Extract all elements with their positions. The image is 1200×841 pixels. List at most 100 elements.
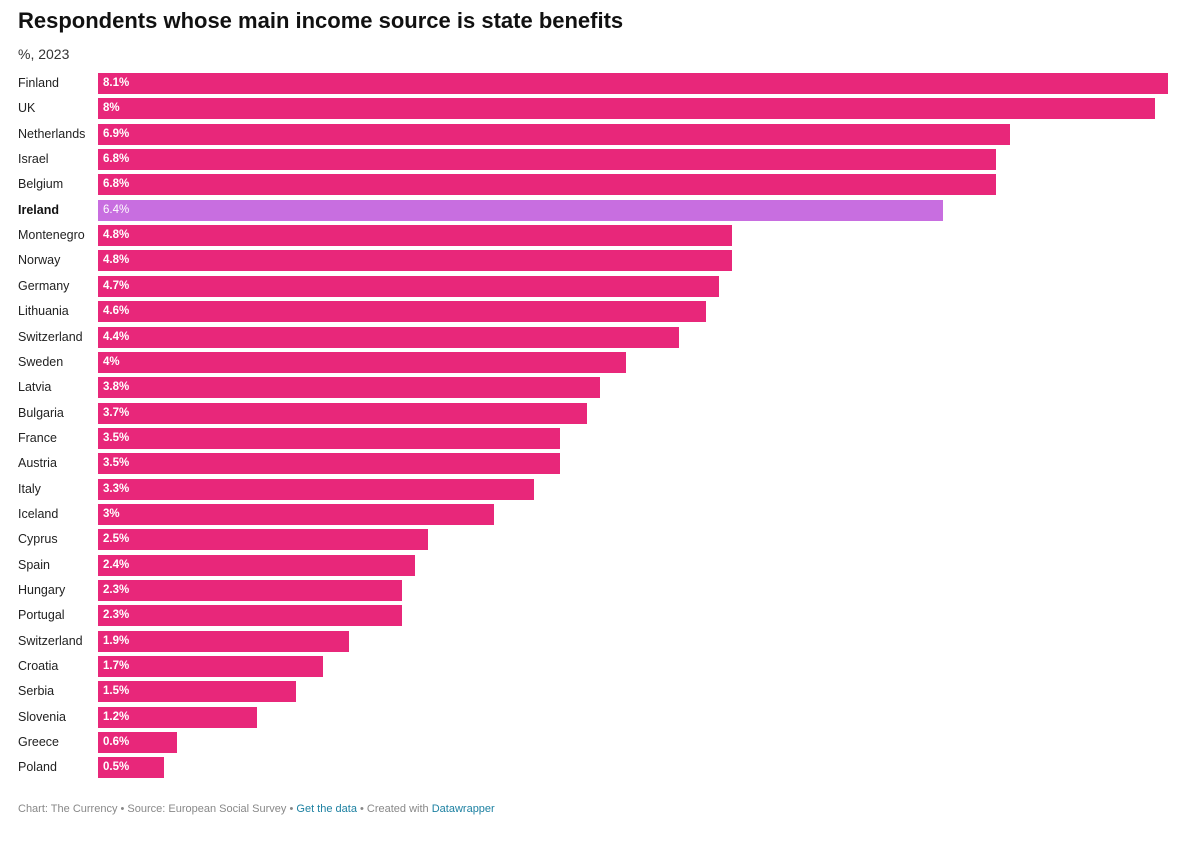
footer-credit: Chart: The Currency xyxy=(18,803,118,815)
bar-row: France 3.5% xyxy=(0,427,1200,453)
bar xyxy=(98,529,429,551)
bar-row: Germany 4.7% xyxy=(0,275,1200,301)
bar xyxy=(98,656,323,678)
footer-separator-2: • xyxy=(289,803,297,815)
footer-source: Source: European Social Survey xyxy=(127,803,287,815)
bar xyxy=(98,149,997,171)
value-label: 4.4% xyxy=(103,330,130,343)
category-label: Israel xyxy=(18,152,49,167)
bar xyxy=(98,706,257,728)
bar xyxy=(98,554,415,576)
value-label: 4.6% xyxy=(103,305,130,318)
bar-row: Croatia 1.7% xyxy=(0,656,1200,681)
bar-row: Ireland 6.4% xyxy=(0,199,1200,225)
bar-row: Hungary 2.3% xyxy=(0,580,1200,605)
category-label: Portugal xyxy=(18,608,65,623)
value-label: 4% xyxy=(103,355,120,368)
category-label: Sweden xyxy=(18,354,64,369)
value-label: 2.4% xyxy=(103,558,130,571)
chart-footer: Chart: The Currency • Source: European S… xyxy=(18,803,495,815)
category-label: Switzerland xyxy=(18,633,83,648)
bar xyxy=(98,453,561,475)
value-label: 6.8% xyxy=(103,153,130,166)
bar-row: Latvia 3.8% xyxy=(0,377,1200,402)
category-label: Poland xyxy=(18,760,57,775)
category-label: Belgium xyxy=(18,177,64,192)
bar-row: Cyprus 2.5% xyxy=(0,529,1200,554)
bar xyxy=(98,275,719,297)
value-label: 8.1% xyxy=(103,77,130,89)
bar xyxy=(98,630,349,652)
bar-row: Netherlands 6.9% xyxy=(0,123,1200,149)
bar xyxy=(98,250,733,272)
bar-row: UK 8% xyxy=(0,98,1200,123)
category-label: Austria xyxy=(18,456,57,471)
bar xyxy=(98,225,733,247)
category-label: France xyxy=(18,430,57,445)
category-label: Bulgaria xyxy=(18,405,64,420)
value-label: 1.5% xyxy=(103,685,130,698)
bar xyxy=(98,73,1168,94)
value-label: 0.5% xyxy=(103,761,130,774)
value-label: 3.5% xyxy=(103,457,130,470)
value-label: 4.8% xyxy=(103,229,130,242)
bar-row: Sweden 4% xyxy=(0,351,1200,377)
category-label: Spain xyxy=(18,557,50,572)
bar-row: Belgium 6.8% xyxy=(0,174,1200,199)
bar xyxy=(98,605,402,627)
bar xyxy=(98,402,587,424)
category-label: Croatia xyxy=(18,659,59,674)
bar xyxy=(98,326,680,348)
bar-row: Israel 6.8% xyxy=(0,149,1200,174)
bar xyxy=(98,199,944,221)
bar-row: Finland 8.1% xyxy=(0,73,1200,98)
value-label: 1.2% xyxy=(103,710,130,723)
category-label: Serbia xyxy=(18,684,55,699)
category-label: Norway xyxy=(18,253,61,268)
value-label: 2.3% xyxy=(103,609,130,622)
bar xyxy=(98,681,297,703)
bar xyxy=(98,478,534,500)
value-label: 4.7% xyxy=(103,279,130,292)
chart-title: Respondents whose main income source is … xyxy=(18,8,624,33)
value-label: 2.3% xyxy=(103,584,130,596)
bar-row: Italy 3.3% xyxy=(0,478,1200,504)
value-label: 3.8% xyxy=(103,381,130,394)
category-label: Switzerland xyxy=(18,329,83,344)
bar xyxy=(98,427,561,449)
get-the-data-link[interactable]: Get the data xyxy=(296,803,357,815)
value-label: 4.8% xyxy=(103,254,130,267)
value-label: 3.3% xyxy=(103,482,130,495)
value-label: 6.9% xyxy=(103,127,130,140)
bar-row: Slovenia 1.2% xyxy=(0,706,1200,732)
value-label: 3% xyxy=(103,507,120,520)
bar xyxy=(98,377,600,399)
bar xyxy=(98,98,1155,120)
bar-row: Serbia 1.5% xyxy=(0,681,1200,706)
bar-row: Iceland 3% xyxy=(0,503,1200,529)
category-label: Netherlands xyxy=(18,126,86,141)
category-label: Slovenia xyxy=(18,709,66,724)
category-label: Latvia xyxy=(18,380,52,395)
category-label: Ireland xyxy=(18,202,59,217)
bar-row: Poland 0.5% xyxy=(0,757,1200,782)
footer-separator-3: • xyxy=(356,803,367,815)
category-label: Greece xyxy=(18,735,59,750)
bar-row: Lithuania 4.6% xyxy=(0,301,1200,326)
footer-separator: • xyxy=(117,803,128,815)
bar xyxy=(98,757,164,779)
bar-row: Norway 4.8% xyxy=(0,250,1200,275)
bar xyxy=(98,732,178,754)
value-label: 6.8% xyxy=(103,178,130,191)
value-label: 0.6% xyxy=(103,736,130,749)
bar-row: Switzerland 1.9% xyxy=(0,630,1200,656)
bar-row: Switzerland 4.4% xyxy=(0,326,1200,352)
category-label: Italy xyxy=(18,481,41,496)
datawrapper-link[interactable]: Datawrapper xyxy=(431,803,495,815)
category-label: UK xyxy=(18,101,36,116)
category-label: Germany xyxy=(18,278,70,293)
bar xyxy=(98,503,495,525)
bar-chart: Finland 8.1% UK 8% Netherlands 6.9% Israel 6.8%… xyxy=(0,73,1200,785)
bar xyxy=(98,174,997,196)
value-label: 1.9% xyxy=(103,634,130,647)
